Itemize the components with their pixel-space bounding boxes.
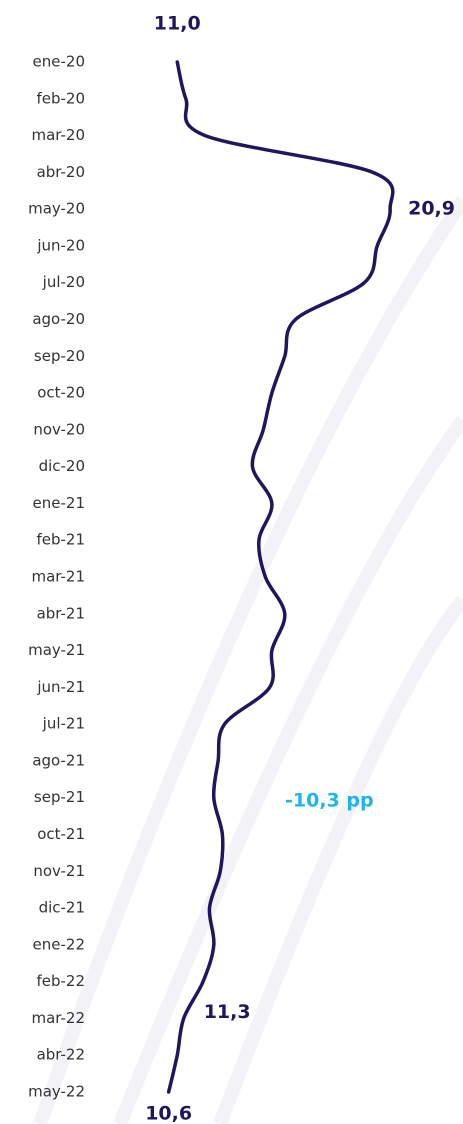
y-tick-label: oct-20 (37, 384, 85, 402)
y-tick-label: feb-22 (36, 972, 85, 990)
background-arcs (33, 196, 463, 1124)
arc (213, 595, 463, 1124)
line (166, 60, 395, 1094)
y-tick-label: dic-20 (39, 457, 85, 475)
y-tick-label: feb-20 (36, 89, 85, 107)
y-tick-label: nov-21 (33, 862, 85, 880)
arc (33, 196, 463, 1124)
y-tick-label: nov-20 (33, 420, 85, 438)
y-tick-label: jul-20 (42, 273, 85, 291)
y-tick-label: mar-22 (31, 1009, 85, 1027)
y-tick-label: sep-20 (34, 347, 85, 365)
y-tick-label: abr-22 (37, 1046, 85, 1064)
y-tick-label: ene-21 (33, 494, 85, 512)
y-tick-label: ene-22 (33, 935, 85, 953)
y-tick-label: abr-21 (37, 604, 85, 622)
y-tick-label: abr-20 (37, 163, 85, 181)
y-tick-label: sep-21 (34, 788, 85, 806)
y-tick-label: mar-21 (31, 568, 85, 586)
y-tick-label: may-22 (28, 1083, 85, 1101)
y-tick-label: jun-20 (36, 236, 85, 254)
y-tick-label: dic-21 (39, 899, 85, 917)
y-tick-label: oct-21 (37, 825, 85, 843)
y-tick-label: may-20 (28, 200, 85, 218)
data-label: 11,0 (154, 13, 201, 35)
arc (113, 415, 463, 1124)
annotation: -10,3 pp (285, 790, 374, 812)
y-tick-label: mar-20 (31, 126, 85, 144)
y-tick-label: may-21 (28, 641, 85, 659)
y-tick-label: jun-21 (36, 678, 85, 696)
y-tick-label: feb-21 (36, 531, 85, 549)
y-tick-label: ago-20 (32, 310, 85, 328)
y-tick-label: ene-20 (33, 53, 85, 71)
data-label: 20,9 (408, 198, 455, 220)
y-tick-label: ago-21 (32, 751, 85, 769)
data-label: 11,3 (204, 1001, 251, 1023)
data-label: 10,6 (145, 1103, 192, 1124)
y-tick-label: jul-21 (42, 715, 85, 733)
